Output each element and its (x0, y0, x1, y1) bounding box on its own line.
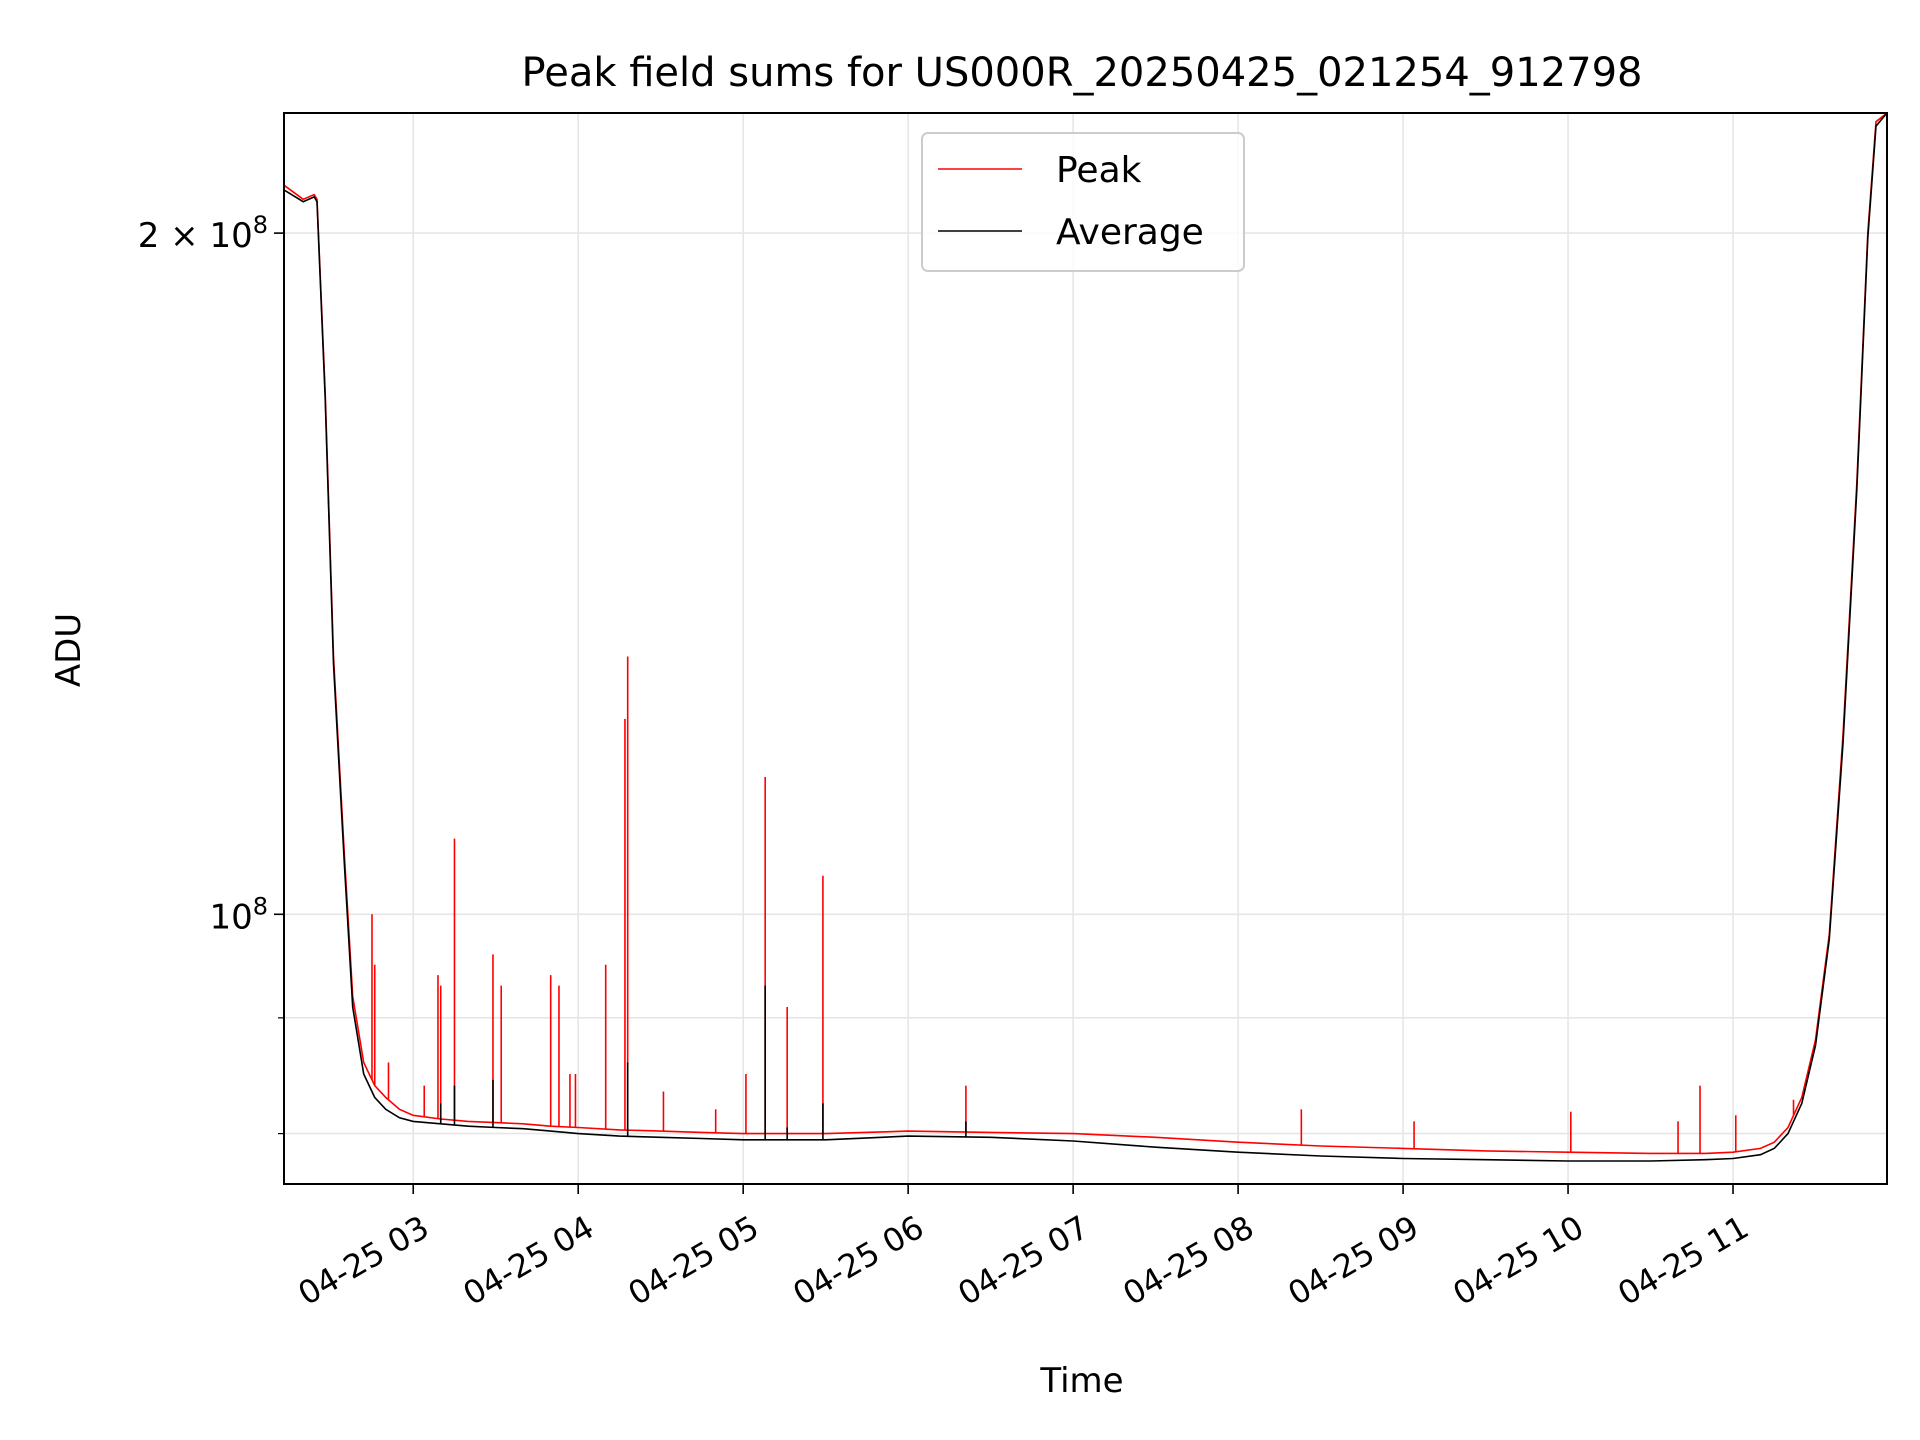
spikes-average (439, 985, 967, 1140)
legend-label-peak: Peak (1056, 150, 1142, 191)
series-line-peak (284, 113, 1887, 1155)
spikes-peak (371, 656, 1795, 1154)
y-tick-label: 2 × 108 (138, 211, 268, 256)
plot-frame (283, 112, 1888, 1185)
series-line-average (284, 113, 1887, 1162)
legend-label-average: Average (1056, 212, 1204, 253)
y-axis-ticks: 2 × 108 108 (138, 211, 284, 1135)
chart-title: Peak field sums for US000R_20250425_0212… (522, 50, 1643, 96)
legend: Peak Average (921, 132, 1245, 272)
y-tick-label: 108 (209, 892, 268, 937)
x-axis-label: Time (1039, 1361, 1123, 1401)
y-axis-label: ADU (49, 613, 89, 687)
plot-area (284, 113, 1887, 1162)
legend-frame (921, 132, 1245, 272)
